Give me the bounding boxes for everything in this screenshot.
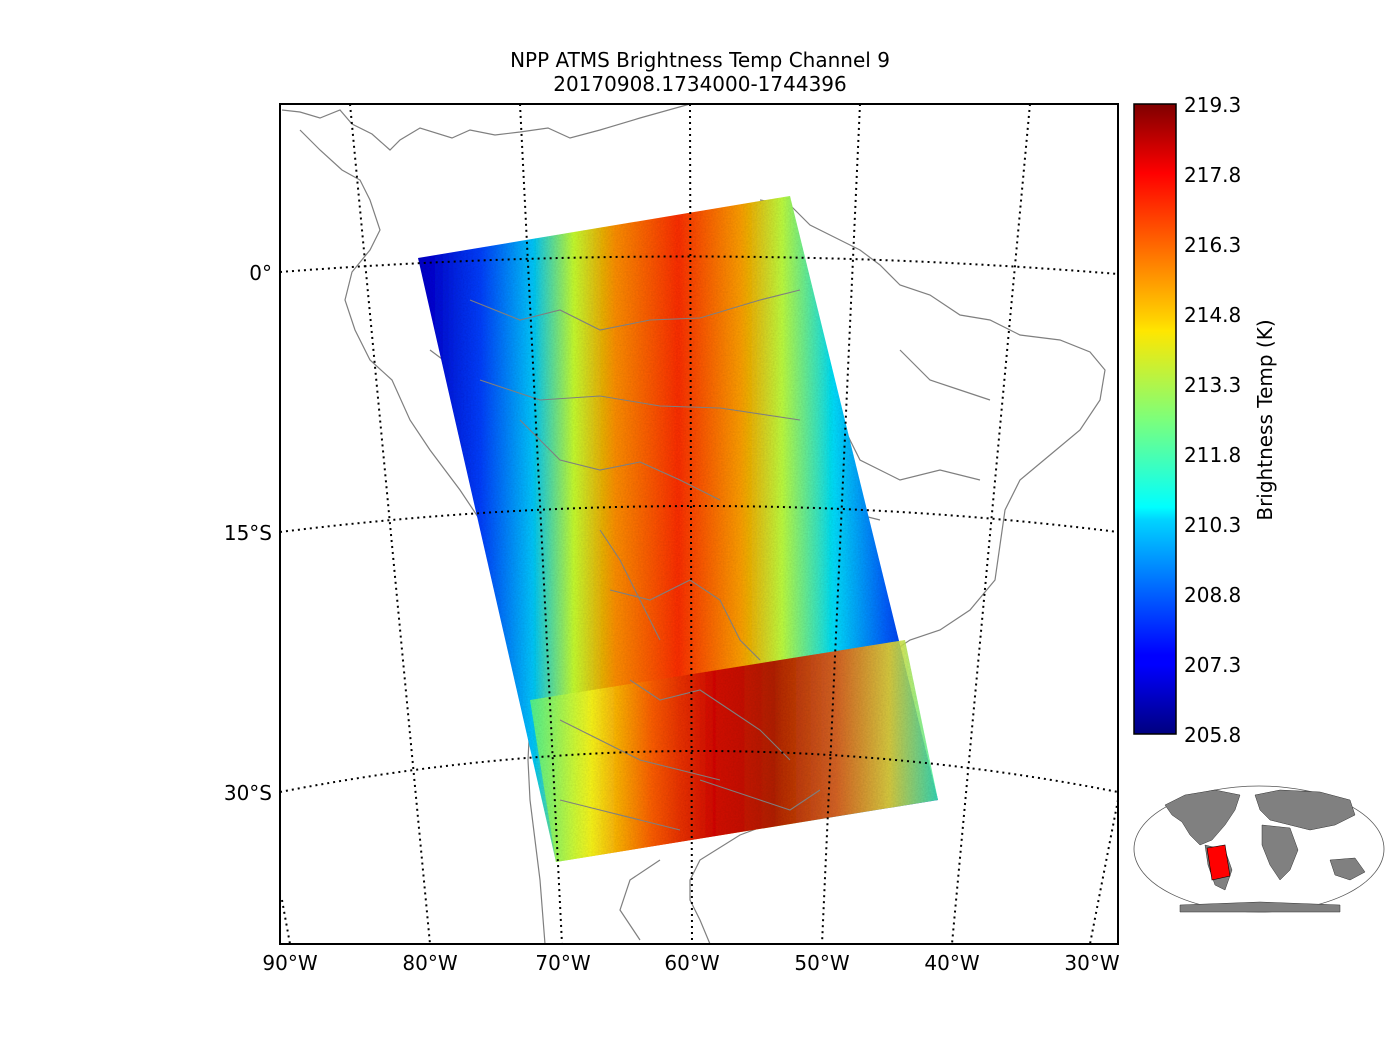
chart-subtitle: 20170908.1734000-1744396 bbox=[553, 72, 847, 96]
colorbar: 219.3 217.8 216.3 214.8 213.3 211.8 210.… bbox=[1133, 93, 1277, 747]
colorbar-tick: 217.8 bbox=[1184, 163, 1241, 187]
longitude-labels: 90°W 80°W 70°W 60°W 50°W 40°W 30°W bbox=[262, 951, 1119, 975]
colorbar-tick: 208.8 bbox=[1184, 583, 1241, 607]
lon-label: 50°W bbox=[794, 951, 849, 975]
lon-label: 60°W bbox=[664, 951, 719, 975]
map-area bbox=[280, 104, 1118, 944]
colorbar-gradient bbox=[1133, 103, 1177, 735]
lat-label: 0° bbox=[249, 261, 272, 285]
colorbar-tick: 216.3 bbox=[1184, 233, 1241, 257]
lat-label: 30°S bbox=[224, 781, 272, 805]
borders-over-swath bbox=[469, 289, 821, 831]
inset-swath-highlight bbox=[1206, 844, 1231, 881]
colorbar-tick: 210.3 bbox=[1184, 513, 1241, 537]
colorbar-tick: 213.3 bbox=[1184, 373, 1241, 397]
colorbar-tick: 214.8 bbox=[1184, 303, 1241, 327]
lon-label: 30°W bbox=[1064, 951, 1119, 975]
graticule bbox=[280, 104, 1118, 944]
colorbar-tick: 211.8 bbox=[1184, 443, 1241, 467]
inset-world-map bbox=[1133, 785, 1385, 913]
colorbar-tick: 219.3 bbox=[1184, 93, 1241, 117]
colorbar-tick: 207.3 bbox=[1184, 653, 1241, 677]
colorbar-tick: 205.8 bbox=[1184, 723, 1241, 747]
lon-label: 90°W bbox=[262, 951, 317, 975]
map-frame bbox=[279, 103, 1119, 945]
lon-label: 40°W bbox=[924, 951, 979, 975]
chart-title: NPP ATMS Brightness Temp Channel 9 bbox=[510, 48, 890, 72]
latitude-labels: 0° 15°S 30°S bbox=[224, 261, 272, 805]
lon-label: 80°W bbox=[402, 951, 457, 975]
lon-label: 70°W bbox=[535, 951, 590, 975]
colorbar-label: Brightness Temp (K) bbox=[1253, 319, 1277, 520]
lat-label: 15°S bbox=[224, 521, 272, 545]
colorbar-ticks: 219.3 217.8 216.3 214.8 213.3 211.8 210.… bbox=[1184, 93, 1241, 747]
